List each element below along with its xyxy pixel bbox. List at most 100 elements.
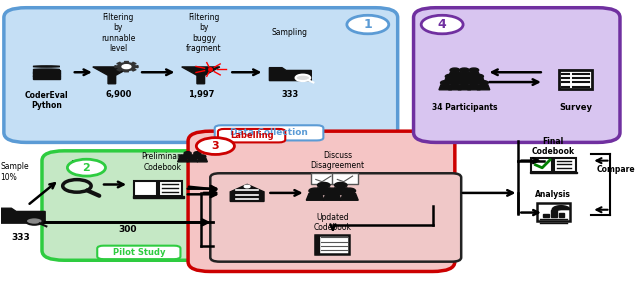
Polygon shape — [178, 158, 188, 162]
Ellipse shape — [33, 76, 60, 77]
Polygon shape — [124, 61, 129, 64]
Circle shape — [445, 74, 455, 79]
Polygon shape — [182, 155, 193, 159]
FancyBboxPatch shape — [218, 129, 285, 142]
Circle shape — [189, 155, 196, 158]
Polygon shape — [468, 72, 480, 77]
FancyBboxPatch shape — [97, 246, 180, 259]
Polygon shape — [315, 188, 333, 195]
Circle shape — [460, 81, 469, 85]
Text: 34 Participants: 34 Participants — [431, 103, 497, 112]
Circle shape — [421, 15, 463, 34]
Text: Data Collection: Data Collection — [230, 128, 308, 137]
Text: 33: 33 — [70, 160, 84, 170]
Circle shape — [67, 159, 106, 176]
Polygon shape — [340, 193, 358, 200]
Text: Final
Codebook: Final Codebook — [532, 137, 575, 156]
Text: Survey: Survey — [559, 103, 592, 112]
Circle shape — [440, 81, 450, 85]
Bar — [530, 172, 577, 173]
Circle shape — [469, 81, 479, 85]
Polygon shape — [188, 158, 198, 162]
Polygon shape — [116, 69, 122, 71]
Polygon shape — [463, 79, 476, 83]
Wedge shape — [552, 206, 570, 211]
Bar — [536, 203, 570, 221]
Text: 333: 333 — [282, 90, 299, 99]
Polygon shape — [439, 85, 452, 90]
Circle shape — [455, 74, 465, 79]
Bar — [33, 70, 60, 73]
Bar — [316, 235, 319, 254]
Text: Sampling: Sampling — [272, 28, 308, 38]
Polygon shape — [182, 67, 220, 84]
Circle shape — [469, 68, 479, 72]
Bar — [133, 196, 184, 198]
Bar — [531, 158, 552, 172]
Polygon shape — [449, 85, 461, 90]
Text: 4: 4 — [438, 18, 447, 31]
Text: Pilot Study: Pilot Study — [113, 248, 165, 257]
Bar — [310, 173, 336, 184]
Polygon shape — [197, 158, 207, 162]
Circle shape — [198, 155, 206, 158]
Ellipse shape — [33, 66, 60, 67]
Bar — [559, 213, 564, 217]
Polygon shape — [124, 69, 129, 72]
Circle shape — [326, 188, 339, 193]
FancyBboxPatch shape — [42, 151, 220, 260]
Polygon shape — [93, 67, 131, 84]
Circle shape — [244, 185, 250, 188]
Bar — [316, 235, 349, 254]
Polygon shape — [453, 79, 466, 83]
Polygon shape — [332, 188, 349, 195]
Polygon shape — [116, 62, 122, 65]
Text: 333: 333 — [12, 233, 30, 242]
Polygon shape — [269, 68, 311, 81]
Circle shape — [196, 138, 234, 155]
Ellipse shape — [33, 72, 60, 74]
Polygon shape — [468, 85, 480, 90]
Bar — [33, 76, 60, 79]
Text: CoderEval
Python: CoderEval Python — [24, 91, 68, 110]
Text: Filtering
by
runnable
level: Filtering by runnable level — [101, 13, 136, 53]
Circle shape — [343, 188, 356, 193]
Bar — [332, 173, 358, 184]
Text: Compare: Compare — [596, 165, 635, 173]
Circle shape — [118, 63, 135, 70]
Text: Filtering
by
buggy
fragment: Filtering by buggy fragment — [186, 13, 222, 53]
Circle shape — [450, 81, 460, 85]
Circle shape — [194, 152, 201, 155]
Polygon shape — [230, 184, 264, 201]
Circle shape — [184, 152, 191, 155]
Bar — [543, 214, 549, 217]
Text: 1: 1 — [364, 18, 372, 31]
Polygon shape — [192, 155, 202, 159]
Polygon shape — [449, 72, 461, 77]
Circle shape — [317, 182, 330, 188]
Polygon shape — [458, 72, 471, 77]
Circle shape — [450, 68, 460, 72]
Bar — [33, 73, 60, 76]
Text: 1,997: 1,997 — [188, 90, 214, 99]
Polygon shape — [0, 208, 45, 223]
Bar — [159, 181, 182, 196]
Text: Discuss
Disagreement: Discuss Disagreement — [310, 151, 364, 170]
Polygon shape — [323, 193, 341, 200]
Ellipse shape — [33, 69, 60, 70]
FancyBboxPatch shape — [4, 8, 397, 142]
Polygon shape — [131, 62, 136, 65]
Circle shape — [179, 155, 186, 158]
Circle shape — [347, 15, 388, 34]
Bar — [134, 181, 157, 196]
Circle shape — [26, 217, 43, 225]
Bar — [551, 210, 557, 217]
Circle shape — [474, 74, 483, 79]
Text: 2: 2 — [83, 163, 90, 173]
Polygon shape — [472, 79, 485, 83]
Polygon shape — [131, 69, 136, 71]
Circle shape — [460, 68, 469, 72]
Text: Preliminary
Codebook: Preliminary Codebook — [141, 152, 184, 172]
Text: 6,900: 6,900 — [105, 90, 131, 99]
Text: Sample
10%: Sample 10% — [1, 162, 29, 182]
